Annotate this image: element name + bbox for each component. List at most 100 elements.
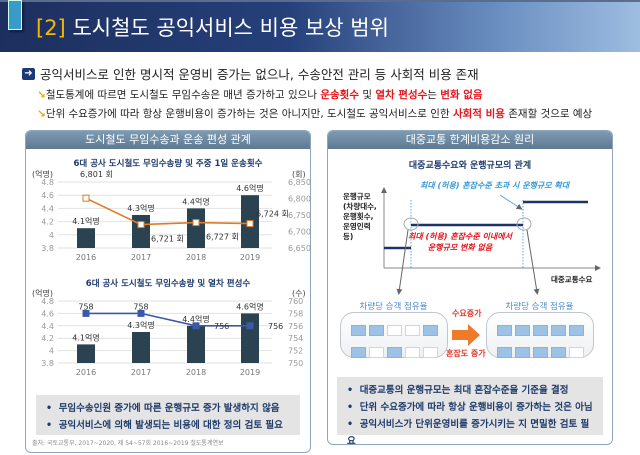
bar-label: 4.6억명 (236, 301, 263, 311)
seat-empty (422, 347, 438, 358)
y-left-tick: 4.6 (41, 309, 54, 318)
line-point (192, 219, 200, 227)
note-item: • 무임수송인원 증가에 따른 운행규모 증가 발생하지 않음 (46, 403, 280, 414)
note-text: 공익서비스에 의해 발생되는 비용에 대한 정의 검토 필요 (58, 420, 283, 431)
label-line: 등) (343, 232, 354, 241)
seat-empty (568, 347, 584, 358)
left-panel-title: 도시철도 무임수송과 운송 편성 관계 (26, 131, 310, 149)
seat-row (493, 320, 587, 342)
line-point (137, 309, 145, 317)
orange-arrow-icon (452, 324, 480, 346)
seat-occupied (568, 325, 584, 336)
seat-empty (386, 325, 402, 336)
left-caption: 차량당 승객 점유율 (359, 302, 428, 312)
bar-label: 4.3억명 (127, 320, 154, 330)
right-caption: 차량당 승객 점유율 (505, 302, 574, 312)
line-point (82, 309, 90, 317)
seat-occupied (496, 325, 512, 336)
seat-occupied (532, 347, 548, 358)
seat-occupied (532, 325, 548, 336)
blue-note: 최대 (허용) 혼잡수준 초과 시 운행규모 확대 (420, 181, 570, 190)
text: 존재할 것으로 예상 (504, 108, 593, 120)
seat-occupied (550, 325, 566, 336)
seat-empty (404, 325, 420, 336)
note-text: 공익서비스가 단위운영비를 증가시키는 지 면밀한 검토 필요 (347, 419, 590, 447)
chart-title: 6대 공사 도시철도 무임수송량 및 주중 1일 운송횟수 (74, 158, 263, 169)
y-left-tick: 4.6 (41, 191, 54, 200)
text: 는 (427, 89, 441, 101)
source-note: 출처: 국토교통부, 2017~2020, 제 54~57회 2016~2019… (32, 440, 224, 447)
highlight: 운송횟수 (320, 89, 359, 101)
label-line: 운행규모 (343, 192, 371, 201)
y-left-tick: 4.4 (41, 322, 54, 331)
text: 및 (358, 89, 376, 101)
y-left-tick: 4 (49, 347, 54, 356)
bar (132, 332, 150, 363)
y-right-tick: 6,650 (288, 244, 311, 253)
y-right-tick: 760 (288, 297, 303, 306)
y-left-label: (억명) (32, 169, 53, 179)
y-right-label: (수) (292, 289, 306, 298)
pointer-arrow (396, 229, 409, 295)
sub-bullet-2: ↘단위 수요증가에 따라 항상 운행비용이 증가하는 것은 아니지만, 도시철도… (37, 106, 592, 121)
note-text: 대중교통의 운행규모는 최대 혼잡수준을 기준을 결정 (359, 385, 569, 396)
line-point (192, 322, 200, 330)
bar-label: 4.4억명 (182, 196, 209, 206)
note-item: • 공익서비스에 의해 발생되는 비용에 대한 정의 검토 필요 (46, 420, 283, 431)
bar-label: 4.4억명 (182, 314, 209, 324)
note-item: • 공익서비스가 단위운영비를 증가시키는 지 면밀한 검토 필요 (347, 419, 590, 447)
line-label: 6,801 회 (80, 170, 113, 179)
arrow-right-icon: ➜ (22, 67, 35, 80)
seat-empty (368, 347, 384, 358)
title-text: 도시철도 공익서비스 비용 보상 범위 (72, 16, 389, 40)
text: 철도통계에 따르면 도시철도 무임수송은 매년 증가하고 있으나 (45, 89, 321, 101)
seat-row (493, 342, 587, 364)
y-right-tick: 752 (288, 347, 303, 356)
line-point (137, 221, 145, 229)
line-label: 756 (214, 322, 229, 331)
seat-occupied (386, 347, 402, 358)
y-right-tick: 758 (288, 309, 303, 318)
x-tick: 2018 (186, 368, 206, 377)
left-notes: • 무임수송인원 증가에 따른 운행규모 증가 발생하지 않음 • 공익서비스에… (36, 395, 300, 435)
seat-occupied (422, 325, 438, 336)
bar-label: 4.6억명 (236, 183, 263, 193)
y-left-tick: 3.8 (41, 359, 54, 368)
bar (187, 208, 205, 248)
y-right-tick: 756 (288, 322, 303, 331)
header-band (0, 0, 640, 52)
y-right-tick: 750 (288, 359, 303, 368)
seat-occupied (514, 325, 530, 336)
x-tick: 2017 (131, 368, 151, 377)
bar-label: 4.1억명 (72, 216, 99, 226)
line-label: 6,724 회 (256, 210, 289, 219)
diagram-x-label: 대중교통수요 (551, 275, 593, 284)
line-label: 758 (133, 302, 148, 311)
y-right-tick: 6,750 (288, 211, 311, 220)
page-title: [2] 도시철도 공익서비스 비용 보상 범위 (36, 12, 389, 42)
vehicle-before (340, 312, 448, 358)
bar-label: 4.1억명 (72, 332, 99, 342)
note-item: • 단위 수요증가에 따라 항상 운행비용이 증가하는 것은 아님 (347, 402, 593, 413)
label-line: 운행횟수, (343, 212, 374, 221)
x-tick: 2019 (240, 253, 260, 262)
red-note-line: 운행규모 변화 없음 (427, 243, 493, 252)
chart-title: 6대 공사 도시철도 무임수송량 및 열차 편성수 (86, 278, 251, 289)
line-point (82, 194, 90, 202)
seat-occupied (350, 325, 366, 336)
line-label: 6,727 회 (206, 233, 239, 242)
y-left-tick: 3.8 (41, 244, 54, 253)
bar (187, 325, 205, 363)
line-label: 756 (268, 322, 283, 331)
line-point (246, 220, 254, 228)
sub-bullet-1: ↘철도통계에 따르면 도시철도 무임수송은 매년 증가하고 있으나 운송횟수 및… (37, 87, 483, 102)
y-left-tick: 4.2 (41, 334, 54, 343)
text: 단위 수요증가에 따라 항상 운행비용이 증가하는 것은 아니지만, 도시철도 … (45, 108, 453, 120)
y-right-tick: 6,850 (288, 178, 311, 187)
arrow-top-label: 수요증가 (452, 309, 482, 318)
right-panel-title: 대중교통 한계비용감소 원리 (328, 131, 612, 149)
series-line (85, 197, 251, 226)
y-right-tick: 6,700 (288, 228, 311, 237)
highlight-circle (403, 217, 419, 231)
